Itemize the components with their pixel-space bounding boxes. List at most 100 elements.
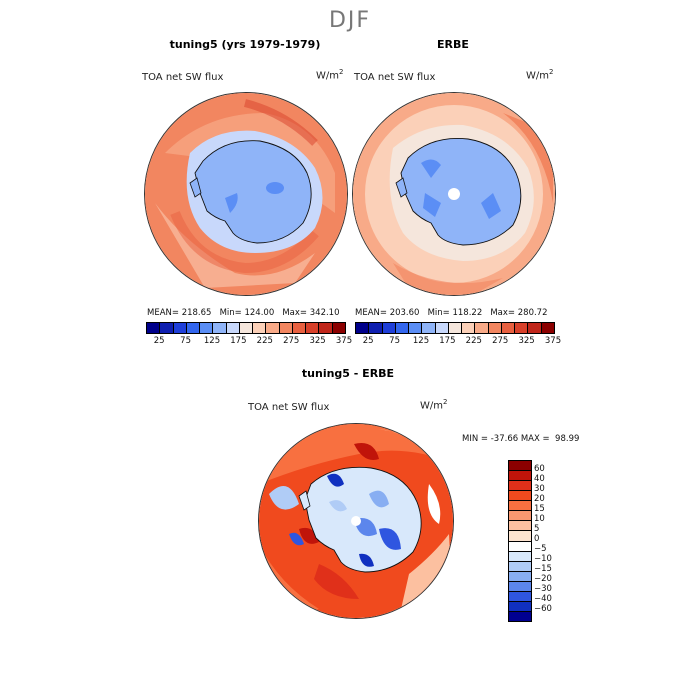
colorbar-swatch (509, 601, 531, 612)
colorbar-tick-label: 275 (492, 336, 509, 346)
colorbar-swatch (422, 323, 436, 333)
colorbar-swatch (509, 541, 531, 552)
colorbar-swatch (509, 561, 531, 572)
colorbar-tick-label: 125 (412, 336, 430, 346)
colorbar-tick-label: 10 (534, 514, 545, 524)
colorbar-swatch (475, 323, 489, 333)
colorbar-tick-label: 125 (203, 336, 221, 346)
colorbar-tick-label: 275 (283, 336, 300, 346)
colorbar-tick-label: −5 (534, 544, 547, 554)
colorbar-tick-label: 60 (534, 464, 545, 474)
colorbar-swatch (509, 461, 531, 472)
panel-1-map-svg (145, 93, 347, 295)
colorbar-tick-label: 175 (439, 336, 456, 346)
panel-2-polar-map (352, 92, 556, 296)
colorbar-swatch (186, 323, 201, 333)
colorbar-swatch (509, 551, 531, 562)
colorbar-tick-label: −30 (534, 584, 552, 594)
panel-2-units: W/m2 (526, 68, 554, 82)
colorbar-swatch (509, 571, 531, 582)
colorbar-tick-label: 15 (534, 504, 545, 514)
colorbar-swatch (509, 501, 531, 512)
colorbar-tick-label: 5 (534, 524, 540, 534)
colorbar-swatch (528, 323, 542, 333)
panel-3-polar-map (258, 423, 454, 619)
colorbar-swatch (226, 323, 240, 333)
panel-1-colorbar-ticks: 25 75 125 175 225 275 325 375 (146, 336, 352, 348)
colorbar-tick-label: 375 (544, 336, 562, 346)
colorbar-swatch (395, 323, 410, 333)
colorbar-swatch (160, 323, 174, 333)
colorbar-swatch (369, 323, 383, 333)
panel-3-stats: MIN = -37.66 MAX = 98.99 (462, 434, 580, 444)
colorbar-swatch (448, 323, 463, 333)
colorbar-tick-label: 30 (534, 484, 545, 494)
colorbar-swatch (509, 481, 531, 492)
colorbar-tick-label: −40 (534, 594, 552, 604)
colorbar-swatch (509, 521, 531, 532)
colorbar-swatch (173, 323, 187, 333)
colorbar-swatch (292, 323, 307, 333)
colorbar-tick-label: 20 (534, 494, 545, 504)
colorbar-swatch (239, 323, 254, 333)
panel-3-colorbar-ticks: 60 40 30 20 15 10 5 0 −5 −10 −15 −20 −30 −40 −60 (534, 460, 574, 620)
colorbar-swatch (382, 323, 396, 333)
colorbar-tick-label: 325 (518, 336, 535, 346)
colorbar-tick-label: 225 (465, 336, 482, 346)
colorbar-tick-label: 325 (309, 336, 326, 346)
panel-1-polar-map (144, 92, 348, 296)
panel-3-map-svg (259, 424, 453, 618)
colorbar-swatch (213, 323, 227, 333)
colorbar-tick-label: 75 (389, 336, 401, 346)
colorbar-tick-label: −60 (534, 604, 552, 614)
panel-3-units: W/m2 (420, 398, 448, 412)
colorbar-tick-label: 75 (180, 336, 192, 346)
panel-1-stats: MEAN= 218.65 Min= 124.00 Max= 342.10 (147, 308, 340, 318)
colorbar-swatch (462, 323, 476, 333)
colorbar-swatch (501, 323, 516, 333)
colorbar-swatch (147, 323, 161, 333)
colorbar-swatch (515, 323, 529, 333)
colorbar-tick-label: −15 (534, 564, 552, 574)
colorbar-swatch (253, 323, 267, 333)
panel-2-title: ERBE (437, 38, 469, 51)
panel-2-colorbar (355, 322, 555, 334)
colorbar-swatch (266, 323, 280, 333)
colorbar-swatch (541, 323, 554, 333)
panel-1-variable-label: TOA net SW flux (142, 72, 224, 83)
colorbar-swatch (509, 581, 531, 592)
colorbar-swatch (435, 323, 449, 333)
panel-1-colorbar (146, 322, 346, 334)
panel-1-title: tuning5 (yrs 1979-1979) (169, 38, 321, 51)
colorbar-tick-label: −20 (534, 574, 552, 584)
panel-2-map-svg (353, 93, 555, 295)
colorbar-swatch (509, 511, 531, 522)
figure-title: DJF (328, 8, 372, 33)
colorbar-tick-label: 25 (362, 336, 374, 346)
colorbar-tick-label: 175 (230, 336, 247, 346)
colorbar-swatch (279, 323, 293, 333)
colorbar-swatch (332, 323, 345, 333)
colorbar-swatch (509, 531, 531, 542)
colorbar-swatch (509, 471, 531, 482)
colorbar-tick-label: 225 (256, 336, 273, 346)
colorbar-swatch (356, 323, 370, 333)
panel-2-stats: MEAN= 203.60 Min= 118.22 Max= 280.72 (355, 308, 548, 318)
panel-2-variable-label: TOA net SW flux (354, 72, 436, 83)
colorbar-tick-label: 25 (153, 336, 165, 346)
colorbar-tick-label: 375 (335, 336, 353, 346)
colorbar-tick-label: 0 (534, 534, 540, 544)
colorbar-swatch (306, 323, 320, 333)
panel-1-units: W/m2 (316, 68, 344, 82)
colorbar-swatch (509, 591, 531, 602)
colorbar-swatch (319, 323, 333, 333)
panel-3-title: tuning5 - ERBE (301, 367, 395, 380)
panel-2-colorbar-ticks: 25 75 125 175 225 275 325 375 (355, 336, 561, 348)
colorbar-swatch (509, 491, 531, 502)
colorbar-swatch (509, 611, 531, 621)
panel-3-variable-label: TOA net SW flux (248, 402, 330, 413)
colorbar-tick-label: 40 (534, 474, 545, 484)
panel-3-colorbar (508, 460, 532, 622)
colorbar-swatch (409, 323, 423, 333)
colorbar-swatch (488, 323, 502, 333)
